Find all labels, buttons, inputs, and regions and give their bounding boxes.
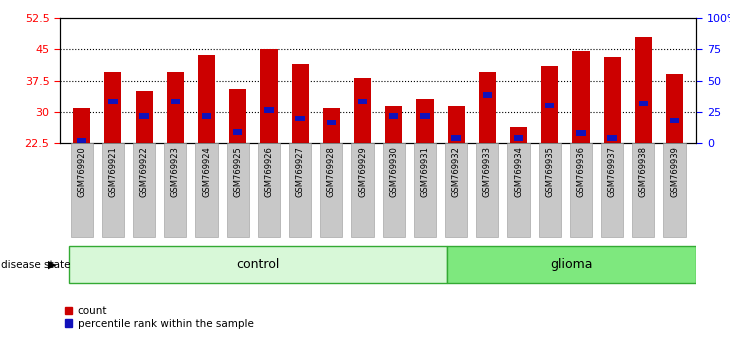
Bar	[479, 72, 496, 143]
Text: GSM769939: GSM769939	[670, 146, 679, 197]
Bar	[576, 130, 585, 136]
Bar	[483, 92, 492, 98]
Text: control: control	[237, 258, 280, 271]
Bar	[201, 113, 211, 119]
Text: GSM769934: GSM769934	[514, 146, 523, 197]
Bar	[233, 129, 242, 135]
Text: GSM769924: GSM769924	[202, 146, 211, 197]
Bar	[447, 105, 465, 143]
Bar	[639, 101, 648, 106]
Text: disease state: disease state	[1, 259, 70, 270]
Bar	[416, 99, 434, 143]
Bar	[77, 138, 86, 143]
Text: GSM769928: GSM769928	[327, 146, 336, 197]
FancyBboxPatch shape	[632, 143, 655, 237]
Bar	[136, 91, 153, 143]
FancyBboxPatch shape	[570, 143, 592, 237]
Bar	[607, 135, 617, 141]
FancyBboxPatch shape	[258, 143, 280, 237]
Text: GSM769925: GSM769925	[233, 146, 242, 197]
Bar	[354, 79, 371, 143]
FancyBboxPatch shape	[289, 143, 311, 237]
FancyBboxPatch shape	[664, 143, 685, 237]
Bar	[510, 127, 527, 143]
Text: GSM769920: GSM769920	[77, 146, 86, 197]
Text: glioma: glioma	[550, 258, 593, 271]
Bar	[572, 51, 590, 143]
Bar	[670, 118, 680, 123]
Legend: count, percentile rank within the sample: count, percentile rank within the sample	[65, 306, 253, 329]
Text: GSM769923: GSM769923	[171, 146, 180, 197]
FancyBboxPatch shape	[320, 143, 342, 237]
Bar	[326, 120, 336, 125]
Bar	[108, 99, 118, 104]
Bar	[139, 113, 149, 119]
FancyBboxPatch shape	[69, 246, 447, 283]
Bar	[666, 74, 683, 143]
Bar	[541, 66, 558, 143]
Bar	[171, 99, 180, 104]
Bar	[104, 72, 121, 143]
Text: GSM769937: GSM769937	[607, 146, 617, 197]
Text: GSM769927: GSM769927	[296, 146, 304, 197]
Bar	[420, 113, 430, 119]
Bar	[545, 103, 555, 108]
Text: GSM769926: GSM769926	[264, 146, 274, 197]
Bar	[514, 135, 523, 141]
Text: ▶: ▶	[47, 259, 56, 270]
Bar	[296, 115, 305, 121]
FancyBboxPatch shape	[133, 143, 155, 237]
Text: GSM769932: GSM769932	[452, 146, 461, 197]
Text: GSM769933: GSM769933	[483, 146, 492, 197]
Bar	[261, 49, 277, 143]
FancyBboxPatch shape	[447, 246, 696, 283]
Text: GSM769938: GSM769938	[639, 146, 648, 197]
Text: GSM769922: GSM769922	[139, 146, 149, 197]
Bar	[451, 135, 461, 141]
Bar	[604, 57, 620, 143]
Text: GSM769921: GSM769921	[109, 146, 118, 197]
Bar	[389, 113, 399, 119]
FancyBboxPatch shape	[414, 143, 436, 237]
Bar	[264, 107, 274, 113]
Bar	[358, 99, 367, 104]
Text: GSM769930: GSM769930	[389, 146, 399, 197]
Bar	[291, 64, 309, 143]
FancyBboxPatch shape	[507, 143, 530, 237]
FancyBboxPatch shape	[445, 143, 467, 237]
Bar	[323, 108, 340, 143]
Bar	[198, 56, 215, 143]
Bar	[635, 36, 652, 143]
Bar	[229, 89, 246, 143]
FancyBboxPatch shape	[476, 143, 499, 237]
Text: GSM769929: GSM769929	[358, 146, 367, 197]
Text: GSM769931: GSM769931	[420, 146, 429, 197]
Text: GSM769935: GSM769935	[545, 146, 554, 197]
FancyBboxPatch shape	[101, 143, 124, 237]
FancyBboxPatch shape	[71, 143, 93, 237]
FancyBboxPatch shape	[226, 143, 249, 237]
Text: GSM769936: GSM769936	[577, 146, 585, 197]
Bar	[73, 108, 91, 143]
Bar	[385, 105, 402, 143]
FancyBboxPatch shape	[196, 143, 218, 237]
FancyBboxPatch shape	[351, 143, 374, 237]
FancyBboxPatch shape	[539, 143, 561, 237]
FancyBboxPatch shape	[164, 143, 186, 237]
Bar	[166, 72, 184, 143]
FancyBboxPatch shape	[383, 143, 405, 237]
FancyBboxPatch shape	[601, 143, 623, 237]
